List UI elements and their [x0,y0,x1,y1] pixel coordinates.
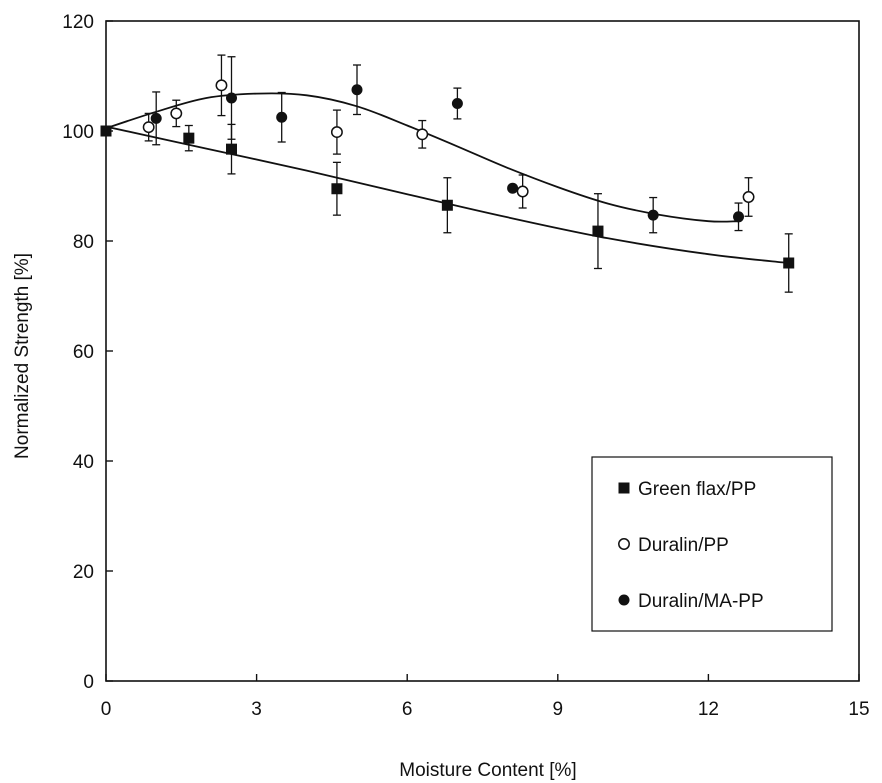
data-point [452,98,463,109]
data-point [151,113,162,124]
legend-marker [619,539,629,549]
y-axis-title: Normalized Strength [%] [12,253,33,459]
legend-label: Duralin/MA-PP [638,591,764,612]
data-point [226,144,237,155]
y-tick-label: 80 [73,232,94,253]
legend-label: Duralin/PP [638,535,729,556]
data-point [442,200,453,211]
data-point [733,211,744,222]
data-point [226,93,237,104]
fit-curve [106,93,739,221]
data-point [183,133,194,144]
data-point [648,210,659,221]
data-point [331,183,342,194]
x-tick-label: 3 [251,699,262,720]
legend-marker [619,595,630,606]
x-tick-label: 12 [698,699,719,720]
data-point [417,129,427,139]
data-point [352,84,363,95]
data-point [276,112,287,123]
x-axis-title: Moisture Content [%] [399,760,576,781]
y-tick-label: 20 [73,562,94,583]
y-tick-label: 60 [73,342,94,363]
y-tick-label: 120 [62,12,94,33]
data-point [592,226,603,237]
error-bars [145,55,793,292]
data-point [783,258,794,269]
legend-label: Green flax/PP [638,479,756,500]
data-point [517,186,527,196]
x-tick-label: 9 [553,699,564,720]
x-tick-label: 0 [101,699,112,720]
data-point [216,80,226,90]
legend: Green flax/PP Duralin/PP Duralin/MA-PP [592,457,832,631]
x-tick-label: 15 [848,699,869,720]
legend-marker [619,483,630,494]
y-tick-label: 40 [73,452,94,473]
data-points [101,80,795,268]
data-point [143,122,153,132]
data-point [332,127,342,137]
data-point [507,183,518,194]
y-tick-label: 100 [62,122,94,143]
data-point [743,192,753,202]
x-tick-label: 6 [402,699,413,720]
data-point [171,108,181,118]
y-tick-label: 0 [83,672,94,693]
data-point [101,126,112,137]
